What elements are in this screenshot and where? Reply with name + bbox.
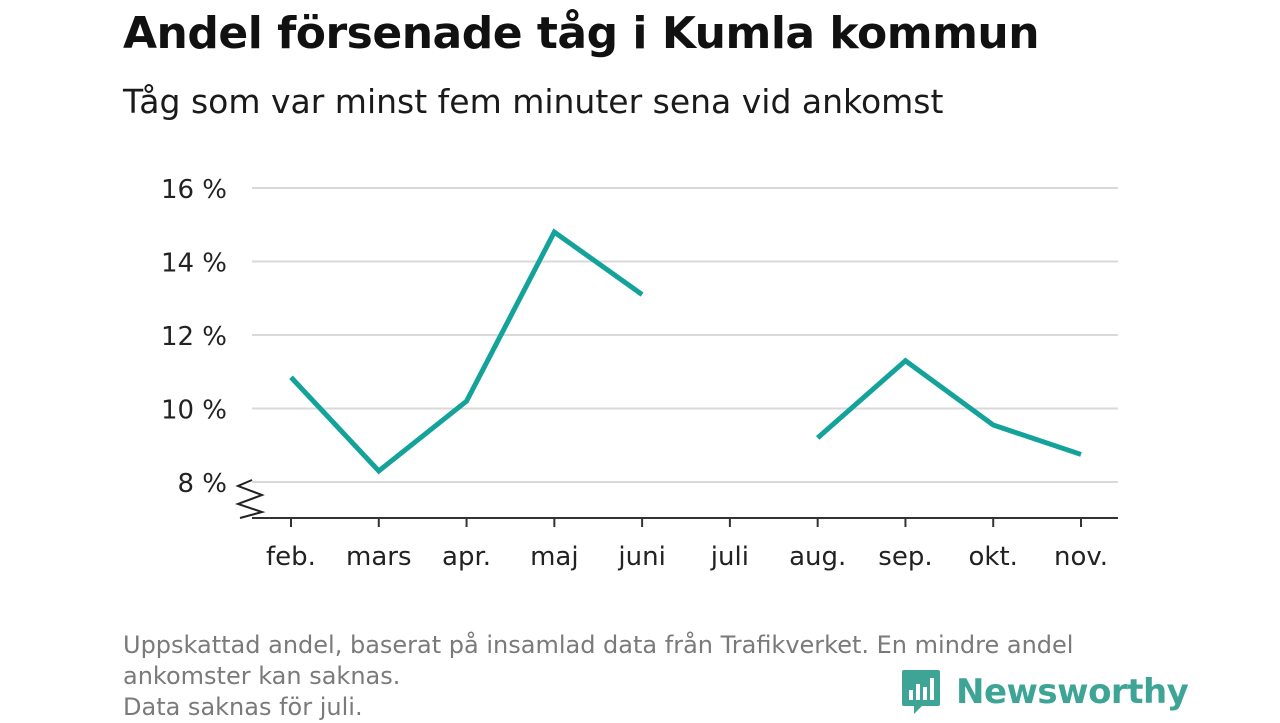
x-tick-label: aug. — [789, 542, 846, 572]
x-tick-label: apr. — [442, 542, 491, 572]
footnote-line-3: Data saknas för juli. — [123, 693, 363, 721]
y-tick-label: 10 % — [161, 396, 227, 426]
y-axis-break-icon — [235, 479, 266, 519]
series-line — [289, 228, 644, 475]
footnote-line-2: ankomster kan saknas. — [123, 662, 401, 690]
newsworthy-logo-text: Newsworthy — [956, 672, 1189, 712]
x-tick-label: maj — [530, 542, 578, 572]
x-tick-label: feb. — [266, 542, 316, 572]
y-tick-label: 14 % — [161, 249, 227, 279]
footnote: Uppskattad andel, baserat på insamlad da… — [123, 630, 1153, 723]
x-tick-label: juni — [617, 542, 665, 572]
y-tick-label: 8 % — [177, 469, 227, 499]
x-tick-label: okt. — [969, 542, 1018, 572]
x-tick-label: mars — [346, 542, 412, 572]
x-tick-label: juli — [710, 542, 749, 572]
newsworthy-bar-chart-icon — [902, 670, 940, 714]
series-line — [816, 357, 1082, 457]
chart-title: Andel försenade tåg i Kumla kommun — [123, 8, 1040, 59]
chart-subtitle: Tåg som var minst fem minuter sena vid a… — [123, 82, 944, 121]
footnote-line-1: Uppskattad andel, baserat på insamlad da… — [123, 631, 1074, 659]
x-tick-label: nov. — [1054, 542, 1108, 572]
y-tick-label: 12 % — [161, 322, 227, 352]
y-tick-label: 16 % — [161, 175, 227, 205]
x-tick-label: sep. — [878, 542, 932, 572]
newsworthy-logo: Newsworthy — [900, 668, 1189, 716]
